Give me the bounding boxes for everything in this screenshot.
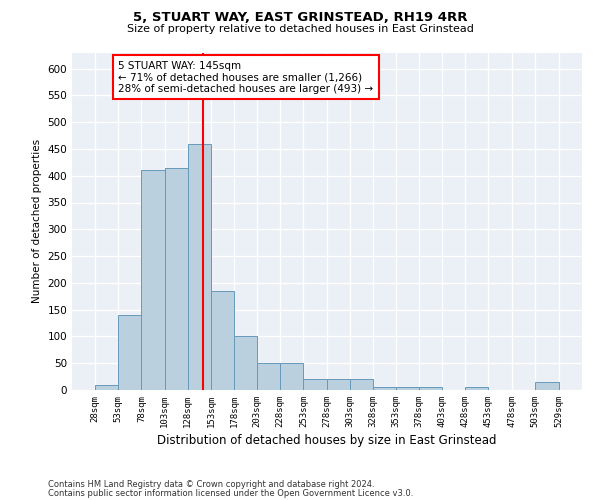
Bar [257,363,280,390]
Bar [326,380,350,390]
X-axis label: Distribution of detached houses by size in East Grinstead: Distribution of detached houses by size … [157,434,497,447]
Bar [164,168,188,390]
Y-axis label: Number of detached properties: Number of detached properties [32,139,42,304]
Text: Size of property relative to detached houses in East Grinstead: Size of property relative to detached ho… [127,24,473,34]
Bar [373,388,396,390]
Bar [188,144,211,390]
Bar [142,170,164,390]
Bar [280,363,304,390]
Text: 5 STUART WAY: 145sqm
← 71% of detached houses are smaller (1,266)
28% of semi-de: 5 STUART WAY: 145sqm ← 71% of detached h… [118,60,373,94]
Bar [234,336,257,390]
Text: Contains HM Land Registry data © Crown copyright and database right 2024.: Contains HM Land Registry data © Crown c… [48,480,374,489]
Bar [466,388,488,390]
Bar [304,380,326,390]
Bar [419,388,442,390]
Bar [396,388,419,390]
Bar [118,315,142,390]
Bar [95,384,118,390]
Text: Contains public sector information licensed under the Open Government Licence v3: Contains public sector information licen… [48,488,413,498]
Bar [535,382,559,390]
Text: 5, STUART WAY, EAST GRINSTEAD, RH19 4RR: 5, STUART WAY, EAST GRINSTEAD, RH19 4RR [133,11,467,24]
Bar [350,380,373,390]
Bar [211,291,234,390]
